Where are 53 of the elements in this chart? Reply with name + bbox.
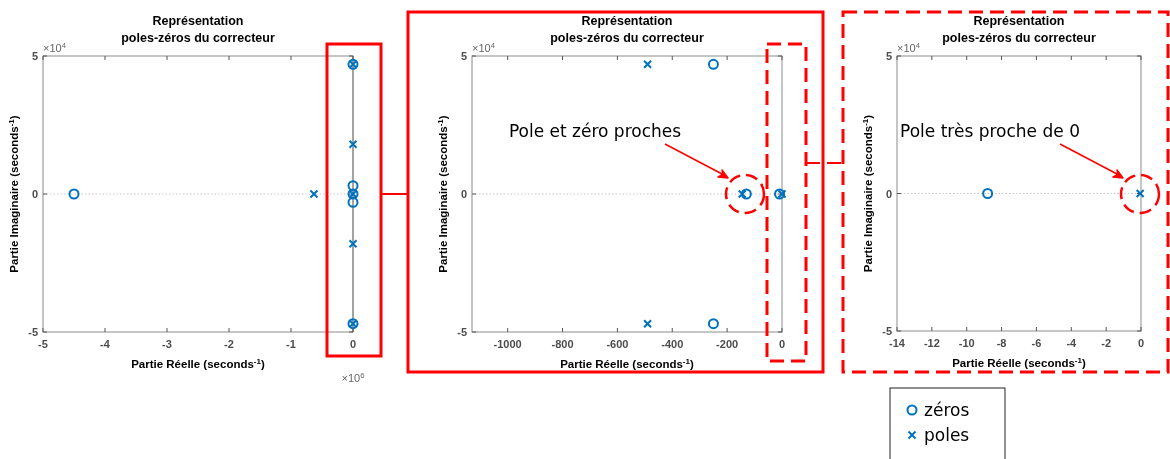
x-tick-label: -400	[661, 338, 684, 350]
point	[707, 58, 719, 70]
x-tick-label: -2	[1101, 337, 1112, 349]
x-tick-label: -2	[224, 338, 234, 350]
x-tick-label: 0	[1137, 337, 1145, 349]
point	[348, 239, 358, 249]
text: ×10$^{4}$	[472, 40, 496, 54]
point	[347, 180, 359, 192]
y-tick-label: 0	[460, 188, 467, 200]
chart-title: Représentation poles-zéros du correcteur	[121, 14, 275, 45]
x-tick-label: -200	[716, 338, 739, 350]
x-tick-label: -600	[606, 338, 629, 350]
y-tick-label: -5	[457, 326, 467, 338]
x-tick-label: -1000	[493, 338, 522, 350]
annotation: Pole très proche de 0	[900, 121, 1080, 141]
x-tick-label: -12	[923, 337, 940, 349]
y-tick-label: 5	[31, 50, 38, 62]
point	[347, 196, 359, 208]
y-tick-label: -5	[882, 325, 892, 337]
chart-title: Représentation poles-zéros du correcteur	[550, 14, 704, 45]
y-tick-label: 0	[31, 188, 38, 200]
x-axis-title: Partie Réelle (seconds$^{-1}$)	[131, 356, 266, 370]
point	[309, 189, 319, 199]
point	[348, 139, 358, 149]
y-tick-label: 5	[460, 50, 467, 62]
x-tick-label: -4	[1066, 337, 1078, 349]
x-axis-title: Partie Réelle (seconds$^{-1}$)	[952, 355, 1087, 369]
x-tick-label: -10	[958, 337, 975, 349]
x-tick-label: -4	[100, 338, 111, 350]
legend-label: poles	[924, 425, 970, 445]
point	[68, 188, 80, 200]
text: ×10$^{6}$	[341, 370, 365, 384]
x-tick-label: -8	[996, 337, 1007, 349]
y-tick-label: 5	[885, 50, 892, 62]
x-axis-title: Partie Réelle (seconds$^{-1}$)	[560, 356, 695, 370]
x-tick-label: -800	[551, 338, 574, 350]
point	[707, 318, 719, 330]
text: ×10$^{4}$	[43, 40, 67, 54]
x-tick-label: -3	[162, 338, 172, 350]
x-tick-label: 0	[778, 338, 786, 350]
text: ×10$^{4}$	[897, 40, 921, 54]
x-tick-label: -1	[286, 338, 296, 350]
y-tick-label: -5	[28, 326, 38, 338]
x-tick-label: 0	[349, 338, 357, 350]
legend-label: zéros	[924, 400, 970, 420]
annotation: Pole et zéro proches	[508, 121, 682, 141]
x-tick-label: -14	[889, 337, 906, 349]
point	[643, 59, 653, 69]
x-tick-label: -6	[1031, 337, 1042, 349]
point	[643, 319, 653, 329]
point	[737, 189, 747, 199]
chart-title: Représentation poles-zéros du correcteur	[942, 14, 1096, 45]
y-tick-label: 0	[885, 187, 892, 200]
